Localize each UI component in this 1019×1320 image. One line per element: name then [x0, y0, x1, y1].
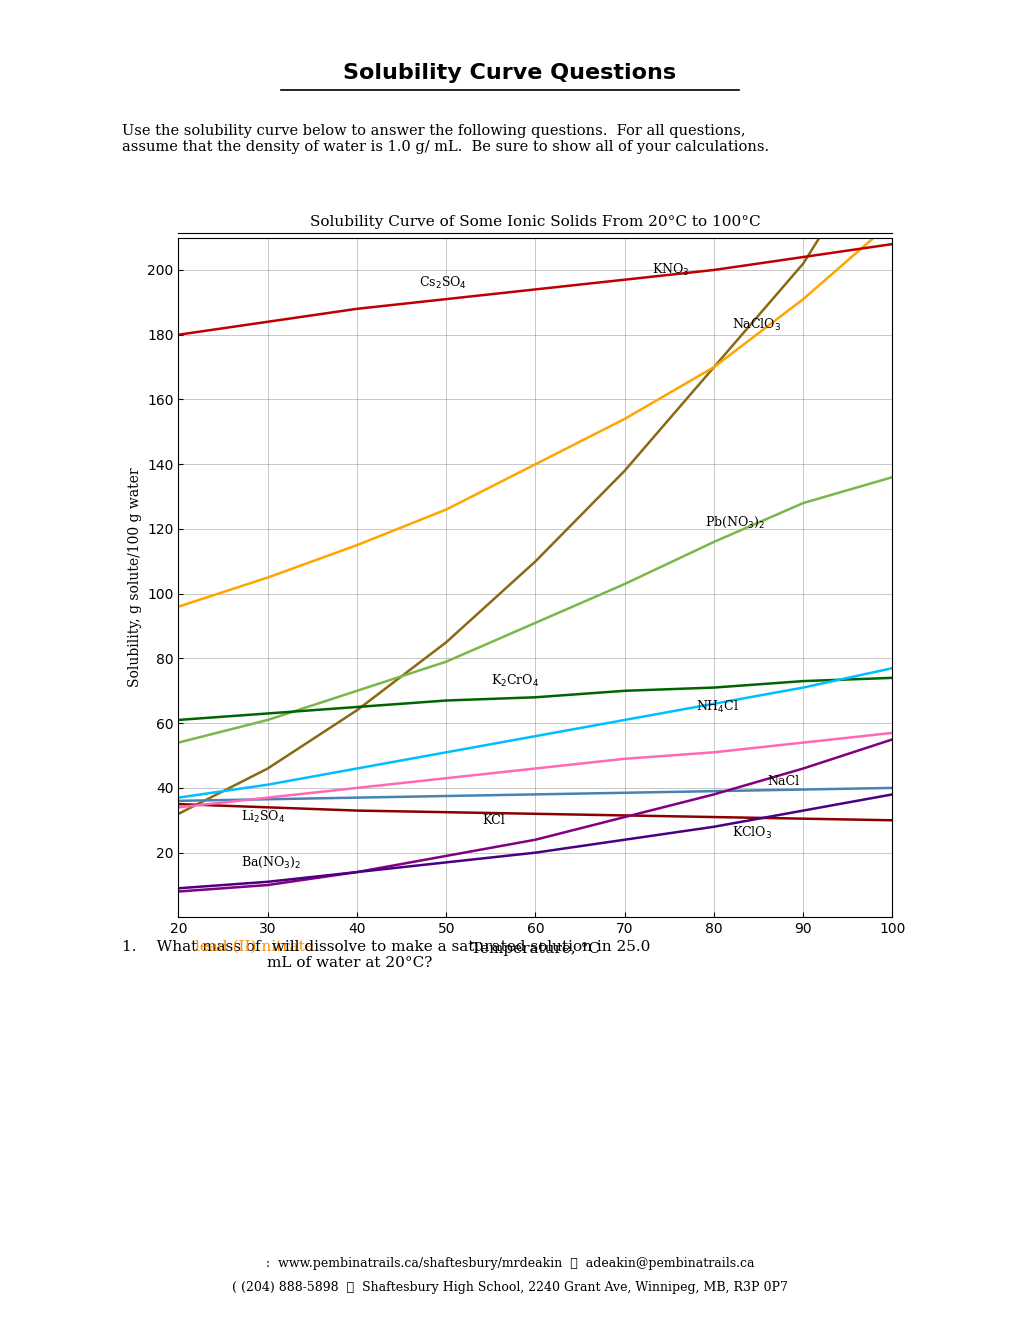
Text: :  www.pembinatrails.ca/shaftesbury/mrdeakin  ✉  adeakin@pembinatrails.ca: : www.pembinatrails.ca/shaftesbury/mrdea…: [266, 1257, 753, 1270]
Title: Solubility Curve of Some Ionic Solids From 20°C to 100°C: Solubility Curve of Some Ionic Solids Fr…: [310, 215, 760, 230]
Text: lead (II) nitrate: lead (II) nitrate: [195, 940, 313, 954]
Text: K$_2$CrO$_4$: K$_2$CrO$_4$: [490, 673, 539, 689]
Text: NaClO$_3$: NaClO$_3$: [732, 317, 781, 333]
Text: Solubility Curve Questions: Solubility Curve Questions: [343, 63, 676, 83]
Text: Cs$_2$SO$_4$: Cs$_2$SO$_4$: [419, 275, 467, 290]
Text: 1.  What mass of: 1. What mass of: [122, 940, 266, 954]
Text: will dissolve to make a saturated solution in 25.0
mL of water at 20°C?: will dissolve to make a saturated soluti…: [267, 940, 650, 970]
X-axis label: Temperature, °C: Temperature, °C: [471, 941, 599, 956]
Text: Ba(NO$_3$)$_2$: Ba(NO$_3$)$_2$: [240, 855, 301, 870]
Text: KClO$_3$: KClO$_3$: [732, 825, 771, 841]
Text: NH$_4$Cl: NH$_4$Cl: [695, 698, 739, 715]
Y-axis label: Solubility, g solute/100 g water: Solubility, g solute/100 g water: [127, 467, 142, 688]
Text: Use the solubility curve below to answer the following questions.  For all quest: Use the solubility curve below to answer…: [122, 124, 768, 154]
Text: NaCl: NaCl: [767, 775, 799, 788]
Text: Pb(NO$_3$)$_2$: Pb(NO$_3$)$_2$: [704, 515, 764, 531]
Text: Li$_2$SO$_4$: Li$_2$SO$_4$: [240, 809, 285, 825]
Text: ( (204) 888-5898  ✉  Shaftesbury High School, 2240 Grant Ave, Winnipeg, MB, R3P : ( (204) 888-5898 ✉ Shaftesbury High Scho…: [232, 1280, 787, 1294]
Text: KNO$_3$: KNO$_3$: [651, 261, 689, 279]
Text: KCl: KCl: [482, 814, 504, 826]
